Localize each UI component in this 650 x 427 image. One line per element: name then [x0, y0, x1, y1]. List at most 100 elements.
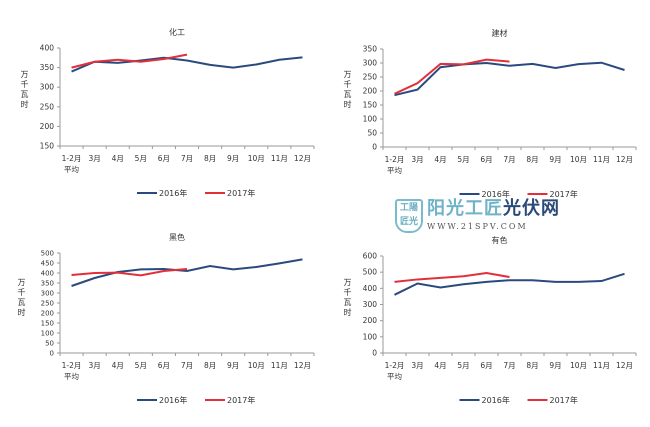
- y-tick-label: 150: [363, 101, 378, 110]
- y-tick-label: 450: [41, 260, 54, 268]
- x-tick-label: 3月: [88, 361, 100, 370]
- y-tick-label: 200: [363, 316, 378, 325]
- x-tick-label: 6月: [480, 361, 492, 370]
- series-line-2017年: [71, 53, 188, 69]
- legend-label: 2017年: [227, 395, 255, 405]
- x-tick-label: 11月: [271, 361, 288, 370]
- x-tick-label: 9月: [227, 361, 239, 370]
- x-tick-label: 11月: [271, 154, 288, 163]
- x-tick-label: 9月: [549, 361, 561, 370]
- x-tick-label: 8月: [204, 154, 216, 163]
- y-tick-label: 350: [363, 45, 378, 54]
- x-tick-label: 4月: [434, 361, 446, 370]
- x-tick-label: 1-2月: [385, 155, 405, 164]
- x-tick-label: 7月: [503, 361, 515, 370]
- x-tick-label: 1-2月: [62, 154, 82, 163]
- x-tick-label: 5月: [457, 155, 469, 164]
- x-tick-label: 4月: [112, 154, 124, 163]
- y-tick-label: 150: [40, 142, 55, 151]
- x-tick-label: 8月: [204, 361, 216, 370]
- x-tick-label: 平均: [387, 371, 402, 381]
- y-tick-label: 250: [41, 300, 54, 308]
- x-tick-label: 10月: [248, 154, 265, 163]
- x-tick-label: 4月: [434, 155, 446, 164]
- x-tick-label: 12月: [616, 155, 633, 164]
- x-tick-label: 7月: [503, 155, 515, 164]
- x-tick-label: 平均: [64, 371, 79, 381]
- series-line-2016年: [394, 61, 625, 97]
- y-tick-label: 250: [40, 102, 55, 111]
- x-tick-label: 4月: [112, 361, 124, 370]
- x-tick-label: 12月: [616, 361, 633, 370]
- x-tick-label: 10月: [570, 361, 587, 370]
- y-axis-label: 万千瓦时: [17, 278, 26, 318]
- y-tick-label: 500: [41, 250, 54, 258]
- series-line-2016年: [71, 56, 303, 73]
- x-tick-label: 6月: [480, 155, 492, 164]
- x-tick-label: 11月: [593, 155, 610, 164]
- x-tick-label: 10月: [248, 361, 265, 370]
- chart-title: 有色: [492, 235, 508, 245]
- x-tick-label: 7月: [181, 361, 193, 370]
- x-tick-label: 11月: [593, 361, 610, 370]
- y-tick-label: 600: [363, 252, 378, 261]
- x-tick-label: 5月: [457, 361, 469, 370]
- legend-label: 2016年: [159, 395, 187, 405]
- legend-label: 2016年: [482, 189, 510, 199]
- x-tick-label: 8月: [526, 155, 538, 164]
- y-tick-label: 300: [363, 59, 378, 68]
- y-tick-label: 350: [41, 280, 54, 288]
- x-tick-label: 平均: [387, 165, 402, 175]
- x-tick-label: 5月: [135, 154, 147, 163]
- y-axis-label: 万千瓦时: [343, 278, 352, 318]
- y-tick-label: 0: [372, 349, 377, 358]
- series-line-2017年: [394, 58, 510, 95]
- y-tick-label: 100: [363, 115, 378, 124]
- legend-label: 2016年: [482, 395, 510, 405]
- y-tick-label: 0: [50, 350, 54, 358]
- legend-label: 2017年: [550, 189, 578, 199]
- y-axis-label: 万千瓦时: [20, 70, 29, 110]
- y-tick-label: 50: [45, 340, 54, 348]
- x-tick-label: 8月: [526, 361, 538, 370]
- y-tick-label: 400: [363, 284, 378, 293]
- x-tick-label: 3月: [411, 155, 423, 164]
- x-tick-label: 12月: [294, 361, 311, 370]
- y-tick-label: 150: [41, 320, 54, 328]
- x-tick-label: 9月: [549, 155, 561, 164]
- x-tick-label: 3月: [88, 154, 100, 163]
- series-line-2017年: [394, 271, 510, 283]
- y-tick-label: 300: [41, 290, 54, 298]
- y-tick-label: 250: [363, 73, 378, 82]
- y-tick-label: 100: [363, 332, 378, 341]
- x-tick-label: 平均: [64, 164, 79, 174]
- x-tick-label: 6月: [158, 361, 170, 370]
- chart-title: 化工: [169, 27, 185, 37]
- x-tick-label: 10月: [570, 155, 587, 164]
- y-tick-label: 200: [41, 310, 54, 318]
- chart-title: 建材: [492, 28, 508, 38]
- y-tick-label: 300: [40, 83, 55, 92]
- x-tick-label: 3月: [411, 361, 423, 370]
- x-tick-label: 6月: [158, 154, 170, 163]
- x-tick-label: 5月: [135, 361, 147, 370]
- y-tick-label: 400: [40, 44, 55, 53]
- y-tick-label: 350: [40, 63, 55, 72]
- y-tick-label: 200: [40, 122, 55, 131]
- y-tick-label: 200: [363, 87, 378, 96]
- x-tick-label: 7月: [181, 154, 193, 163]
- y-tick-label: 400: [41, 270, 54, 278]
- x-tick-label: 1-2月: [62, 361, 82, 370]
- legend-label: 2017年: [227, 188, 255, 198]
- chart-title: 黑色: [169, 232, 185, 242]
- y-tick-label: 0: [372, 143, 377, 152]
- y-tick-label: 500: [363, 268, 378, 277]
- x-tick-label: 1-2月: [385, 361, 405, 370]
- legend-label: 2016年: [159, 188, 187, 198]
- y-tick-label: 50: [367, 129, 377, 138]
- legend-label: 2017年: [550, 395, 578, 405]
- y-tick-label: 300: [363, 300, 378, 309]
- y-axis-label: 万千瓦时: [343, 70, 352, 110]
- series-line-2017年: [71, 268, 188, 277]
